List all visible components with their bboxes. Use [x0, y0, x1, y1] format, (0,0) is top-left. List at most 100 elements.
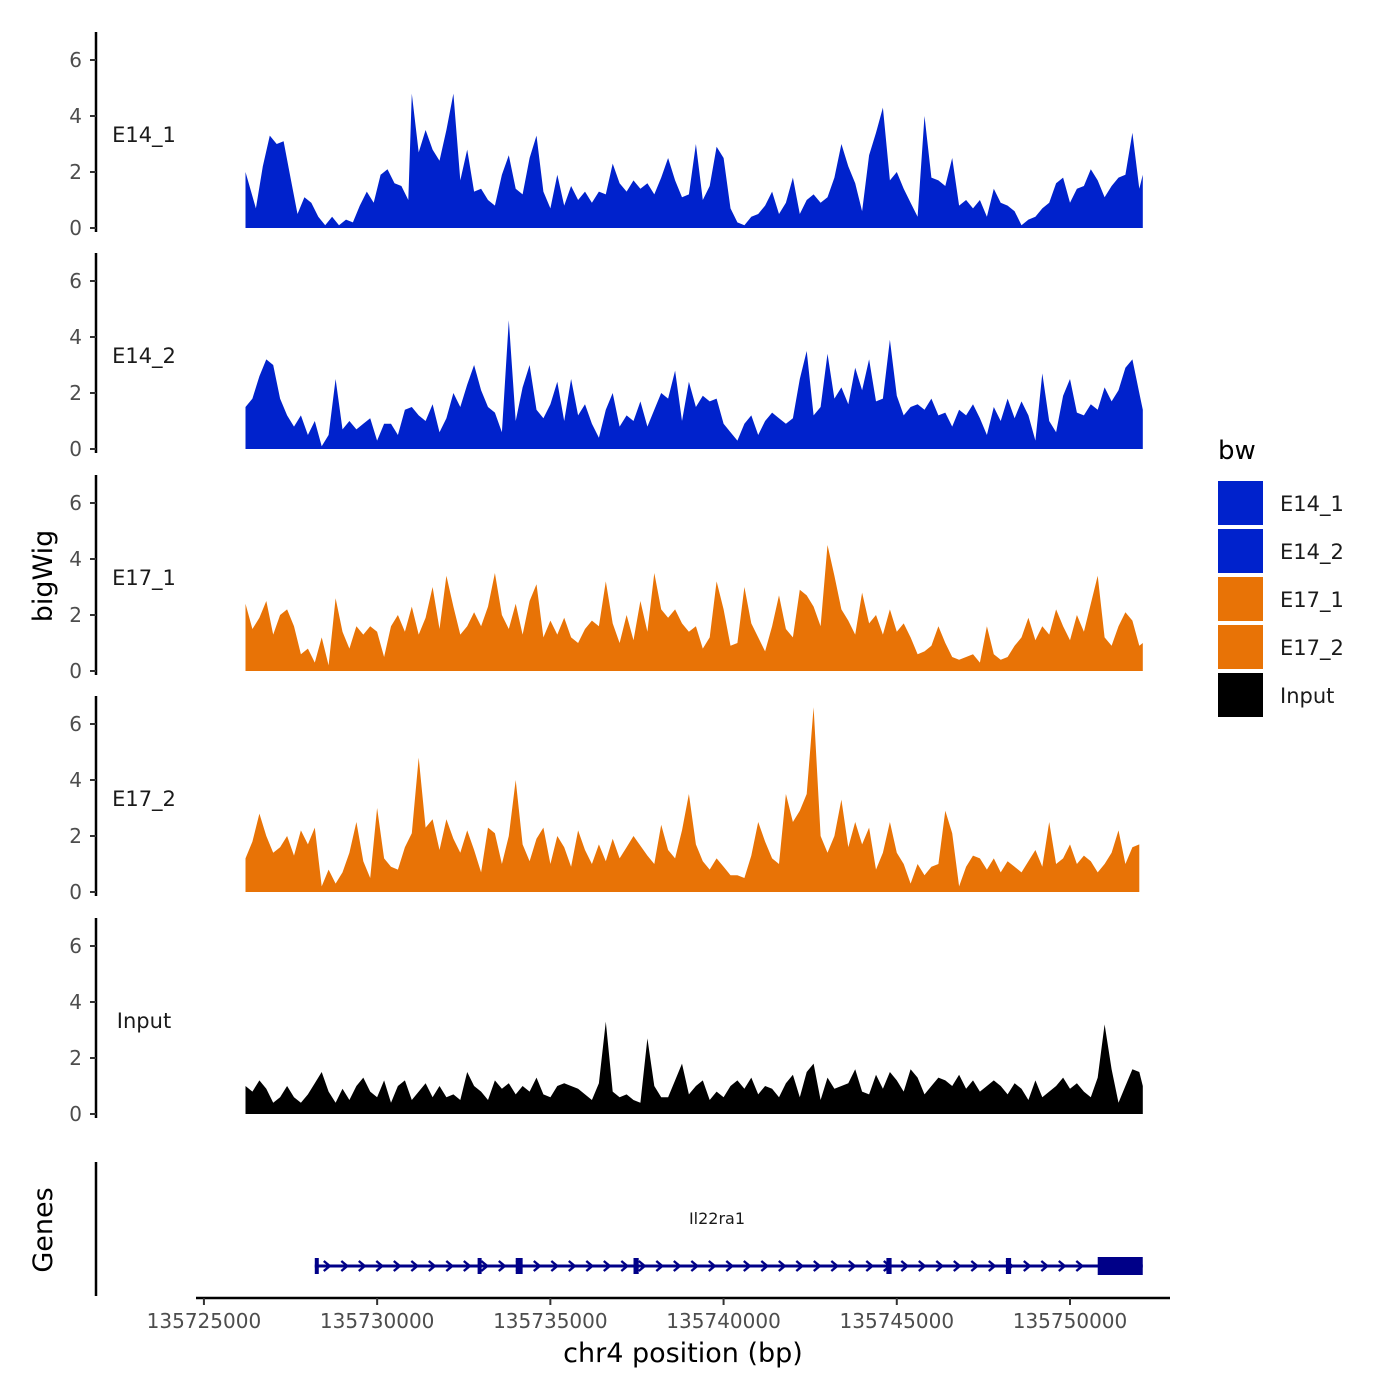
- strand-arrow: [1040, 1260, 1050, 1272]
- y-tick-label: 0: [69, 659, 82, 683]
- y-tick-label: 6: [69, 491, 82, 515]
- track-label: E17_2: [112, 787, 176, 812]
- signal-area: [245, 93, 1143, 228]
- legend-label: E14_2: [1280, 540, 1344, 565]
- signal-area: [245, 707, 1140, 892]
- strand-arrow: [480, 1260, 490, 1272]
- legend-swatch: [1218, 577, 1263, 621]
- x-tick-label: 135735000: [493, 1309, 608, 1333]
- strand-arrow: [585, 1260, 595, 1272]
- track-label: E14_1: [112, 123, 176, 148]
- strand-arrow: [988, 1260, 997, 1272]
- y-tick-label: 4: [69, 990, 82, 1014]
- x-tick-label: 135745000: [840, 1309, 955, 1333]
- strand-arrow: [918, 1260, 927, 1272]
- strand-arrow: [970, 1260, 980, 1272]
- y-tick-label: 6: [69, 712, 82, 736]
- strand-arrow: [865, 1260, 875, 1272]
- gene-name-label: Il22ra1: [689, 1209, 745, 1228]
- gene-exon: [1097, 1257, 1143, 1275]
- strand-arrow: [813, 1260, 822, 1272]
- strand-arrow: [673, 1260, 682, 1272]
- y-tick-label: 6: [69, 48, 82, 72]
- strand-arrow: [725, 1260, 735, 1272]
- y-tick-label: 0: [69, 1102, 82, 1126]
- legend-swatch: [1218, 625, 1263, 669]
- y-axis-title: bigWig: [28, 530, 59, 623]
- gene-exon: [886, 1258, 892, 1274]
- gene-exon: [477, 1258, 482, 1274]
- strand-arrow: [550, 1260, 560, 1272]
- strand-arrow: [935, 1260, 945, 1272]
- legend-swatch: [1218, 529, 1263, 573]
- y-tick-label: 0: [69, 437, 82, 461]
- y-tick-label: 4: [69, 547, 82, 571]
- strand-arrow: [568, 1260, 577, 1272]
- track-e17-1: 0 2 4 6 E17_1: [69, 475, 1143, 683]
- legend-swatch: [1218, 481, 1263, 525]
- x-axis-title: chr4 position (bp): [563, 1338, 803, 1369]
- strand-arrow: [900, 1260, 910, 1272]
- strand-arrow: [410, 1260, 420, 1272]
- track-e14-1: 0 2 4 6 E14_1: [69, 32, 1143, 240]
- legend: bw E14_1 E14_2 E17_1 E17_2 Input: [1218, 436, 1344, 717]
- strand-arrow: [463, 1260, 472, 1272]
- gene-exon: [633, 1258, 639, 1274]
- strand-arrow: [340, 1260, 350, 1272]
- y-tick-label: 0: [69, 216, 82, 240]
- legend-label: E17_2: [1280, 636, 1344, 661]
- strand-arrow: [358, 1260, 367, 1272]
- strand-arrow: [323, 1260, 332, 1272]
- x-tick-label: 135740000: [666, 1309, 781, 1333]
- gene-exon: [515, 1258, 523, 1274]
- signal-area: [245, 1021, 1143, 1114]
- legend-swatch: [1218, 673, 1263, 717]
- legend-title: bw: [1218, 436, 1256, 466]
- gene-model: [314, 1257, 1143, 1275]
- legend-label: E17_1: [1280, 588, 1344, 613]
- strand-arrow: [428, 1260, 437, 1272]
- strand-arrow: [953, 1260, 962, 1272]
- y-tick-label: 2: [69, 824, 82, 848]
- gene-exon: [1005, 1258, 1012, 1274]
- signal-area: [245, 320, 1143, 449]
- y-tick-label: 2: [69, 603, 82, 627]
- legend-label: E14_1: [1280, 492, 1344, 517]
- strand-arrow: [795, 1260, 805, 1272]
- y-tick-label: 6: [69, 934, 82, 958]
- strand-arrow: [708, 1260, 717, 1272]
- strand-arrow: [760, 1260, 770, 1272]
- track-input: 0 2 4 6 Input: [69, 918, 1143, 1126]
- strand-arrow: [393, 1260, 402, 1272]
- y-tick-label: 2: [69, 381, 82, 405]
- y-tick-label: 4: [69, 104, 82, 128]
- strand-arrow: [655, 1260, 665, 1272]
- strand-arrow: [638, 1260, 647, 1272]
- strand-arrow: [830, 1260, 840, 1272]
- strand-arrow: [620, 1260, 630, 1272]
- track-label: Input: [117, 1009, 171, 1033]
- legend-label: Input: [1280, 684, 1334, 708]
- track-e17-2: 0 2 4 6 E17_2: [69, 696, 1140, 904]
- gene-track-title: Genes: [28, 1187, 59, 1272]
- track-label: E17_1: [112, 566, 176, 591]
- y-tick-label: 2: [69, 160, 82, 184]
- strand-arrow: [445, 1260, 455, 1272]
- y-tick-label: 2: [69, 1046, 82, 1070]
- strand-arrow: [533, 1260, 542, 1272]
- gene-track-panel: Il22ra1: [94, 1162, 1143, 1296]
- signal-area: [245, 545, 1143, 671]
- strand-arrow: [848, 1260, 857, 1272]
- strand-arrow: [1023, 1260, 1032, 1272]
- track-e14-2: 0 2 4 6 E14_2: [69, 253, 1143, 461]
- gene-exon: [314, 1258, 319, 1274]
- legend-items: E14_1 E14_2 E17_1 E17_2 Input: [1218, 481, 1344, 717]
- track-label: E14_2: [112, 344, 176, 369]
- strand-arrow: [1075, 1260, 1085, 1272]
- strand-arrow: [778, 1260, 787, 1272]
- y-tick-label: 4: [69, 768, 82, 792]
- signal-tracks: 0 2 4 6 E14_1 0 2 4 6 E14_2 0 2 4 6 E17_1 0 2 4 6 E17_2 0 2 4 6…: [69, 32, 1143, 1126]
- x-tick-label: 135730000: [320, 1309, 435, 1333]
- strand-arrow: [603, 1260, 612, 1272]
- x-axis-ticks: 135725000 135730000 135735000 135740000 1357…: [147, 1298, 1127, 1333]
